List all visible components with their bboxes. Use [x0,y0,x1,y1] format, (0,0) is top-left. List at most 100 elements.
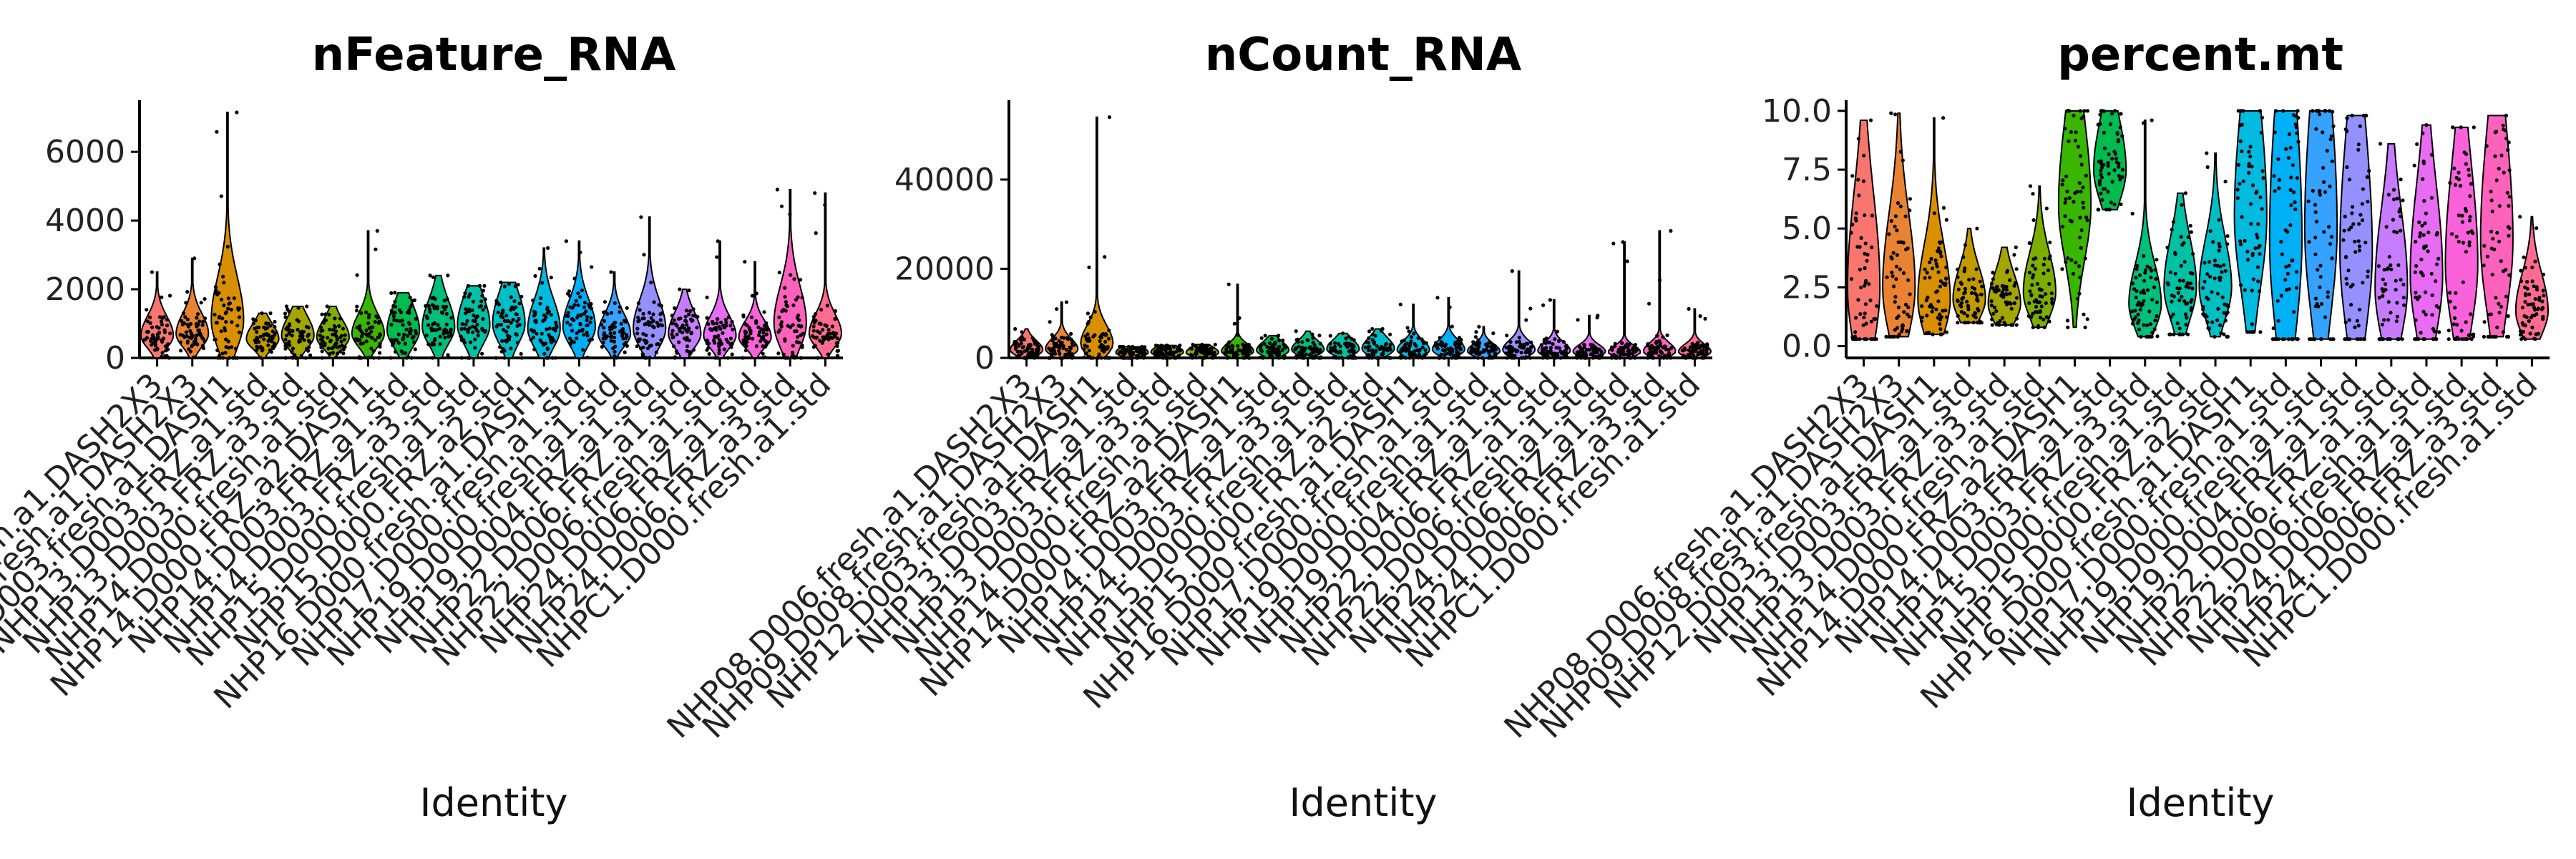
data-point [1069,337,1073,342]
data-point [283,356,288,360]
data-point [2135,263,2140,268]
data-point [2521,329,2525,334]
data-point [549,340,554,344]
violin [1608,241,1641,359]
data-point [792,277,796,281]
data-point [1404,349,1408,353]
data-point [251,317,255,321]
data-point [1863,241,1868,246]
data-point [602,319,607,323]
data-point [2084,215,2089,220]
data-point [2069,258,2074,262]
data-point [1991,277,1996,281]
data-point [582,305,587,309]
data-point [2534,226,2539,230]
data-point [2114,160,2119,165]
data-point [2245,249,2250,254]
data-point [2041,271,2046,276]
data-point [2072,200,2076,204]
data-point [1388,348,1392,352]
data-point [2311,188,2315,193]
data-point [576,303,580,307]
data-point [2421,309,2426,314]
data-point [1971,314,1976,318]
data-point [1344,336,1348,341]
data-point [1134,349,1138,353]
data-point [2397,210,2401,214]
violin [2233,110,2268,333]
data-point [260,311,264,316]
data-point [1610,348,1614,352]
data-point [568,305,572,309]
data-point [356,339,360,343]
data-point [1433,341,1438,345]
data-point [2153,268,2157,272]
data-point [1438,354,1442,359]
data-point [2365,175,2369,179]
data-point [219,297,224,302]
data-point [2250,165,2254,169]
data-point [2417,295,2421,299]
data-point [297,338,302,342]
data-point [754,344,758,349]
data-point [649,281,653,285]
data-point [2251,330,2255,334]
data-point [716,317,720,321]
data-point [649,316,653,320]
data-point [641,345,645,349]
data-point [1863,337,1867,341]
data-point [2076,296,2080,301]
data-point [1318,341,1322,346]
data-point [1127,351,1132,355]
data-point [1405,326,1410,330]
data-point [2073,138,2078,142]
data-point [407,330,412,334]
data-point [717,344,721,349]
data-point [1662,356,1666,360]
data-point [1241,342,1245,346]
data-point [2323,109,2327,113]
data-point [2504,113,2509,117]
data-point [285,334,289,338]
data-point [2152,285,2157,289]
data-point [1934,261,1938,266]
data-point [1158,352,1163,356]
data-point [783,339,787,343]
data-point [1980,284,1984,288]
data-point [1068,345,1072,349]
data-point [1189,346,1193,351]
data-point [1035,353,1040,357]
violin [633,216,667,359]
data-point [2258,195,2263,200]
data-point [2031,311,2035,316]
data-point [2142,253,2146,258]
data-point [1277,344,1282,349]
data-point [477,304,482,309]
data-point [1328,341,1332,346]
data-point [213,337,217,341]
data-point [1858,245,1862,249]
data-point [378,332,382,336]
data-point [2210,320,2215,324]
data-point [409,356,414,360]
data-point [2180,294,2184,299]
data-point [1057,349,1061,353]
data-point [1375,344,1379,349]
violin [1080,116,1114,359]
data-point [2183,312,2187,316]
data-point [2523,292,2527,296]
data-point [2394,288,2398,292]
data-point [236,306,240,311]
data-point [2501,269,2505,273]
data-point [2275,299,2280,303]
data-point [648,344,652,348]
data-point [1456,351,1461,355]
data-point [580,327,585,331]
data-point [2083,325,2087,329]
data-point [549,313,554,317]
data-point [1350,342,1354,346]
data-point [1346,355,1350,359]
data-point [1054,341,1058,346]
data-point [1991,311,1996,316]
data-point [706,346,711,350]
